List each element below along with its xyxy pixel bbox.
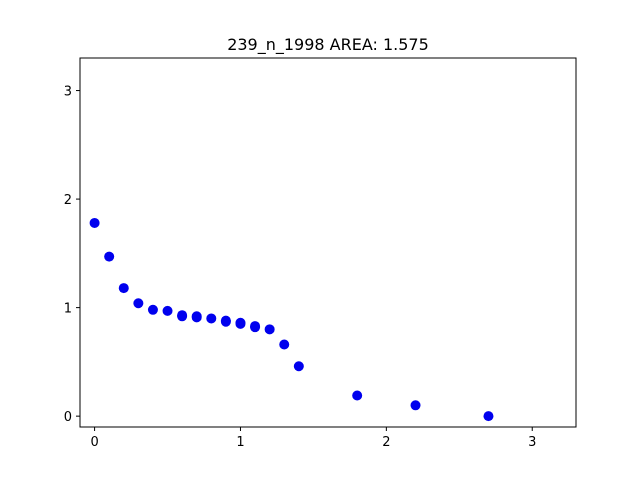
- y-tick-label: 2: [64, 193, 72, 208]
- x-tick-label: 2: [382, 435, 390, 450]
- data-point: [352, 390, 363, 401]
- data-point: [220, 316, 231, 327]
- data-point: [118, 283, 129, 294]
- data-point: [264, 324, 275, 335]
- data-point: [147, 304, 158, 315]
- data-point: [235, 318, 246, 329]
- data-point: [89, 217, 100, 228]
- data-point: [177, 311, 188, 322]
- x-tick-label: 3: [528, 435, 536, 450]
- x-tick-label: 0: [90, 435, 98, 450]
- data-point: [206, 313, 217, 324]
- data-point: [162, 305, 173, 316]
- plot-area: 0 1 2 3 0 1 2 3: [64, 57, 577, 450]
- axes-frame: [79, 57, 577, 428]
- y-tick-label: 0: [64, 410, 72, 425]
- data-point: [104, 251, 115, 262]
- data-point: [279, 339, 290, 350]
- data-point: [191, 312, 202, 323]
- data-point: [133, 298, 144, 309]
- data-point: [250, 322, 261, 333]
- data-point: [483, 411, 494, 422]
- data-point: [410, 400, 421, 411]
- data-point: [293, 361, 304, 372]
- chart-title: 239_n_1998 AREA: 1.575: [227, 35, 429, 55]
- y-tick-label: 3: [64, 85, 72, 100]
- y-tick-label: 1: [64, 302, 72, 317]
- x-tick-label: 1: [236, 435, 244, 450]
